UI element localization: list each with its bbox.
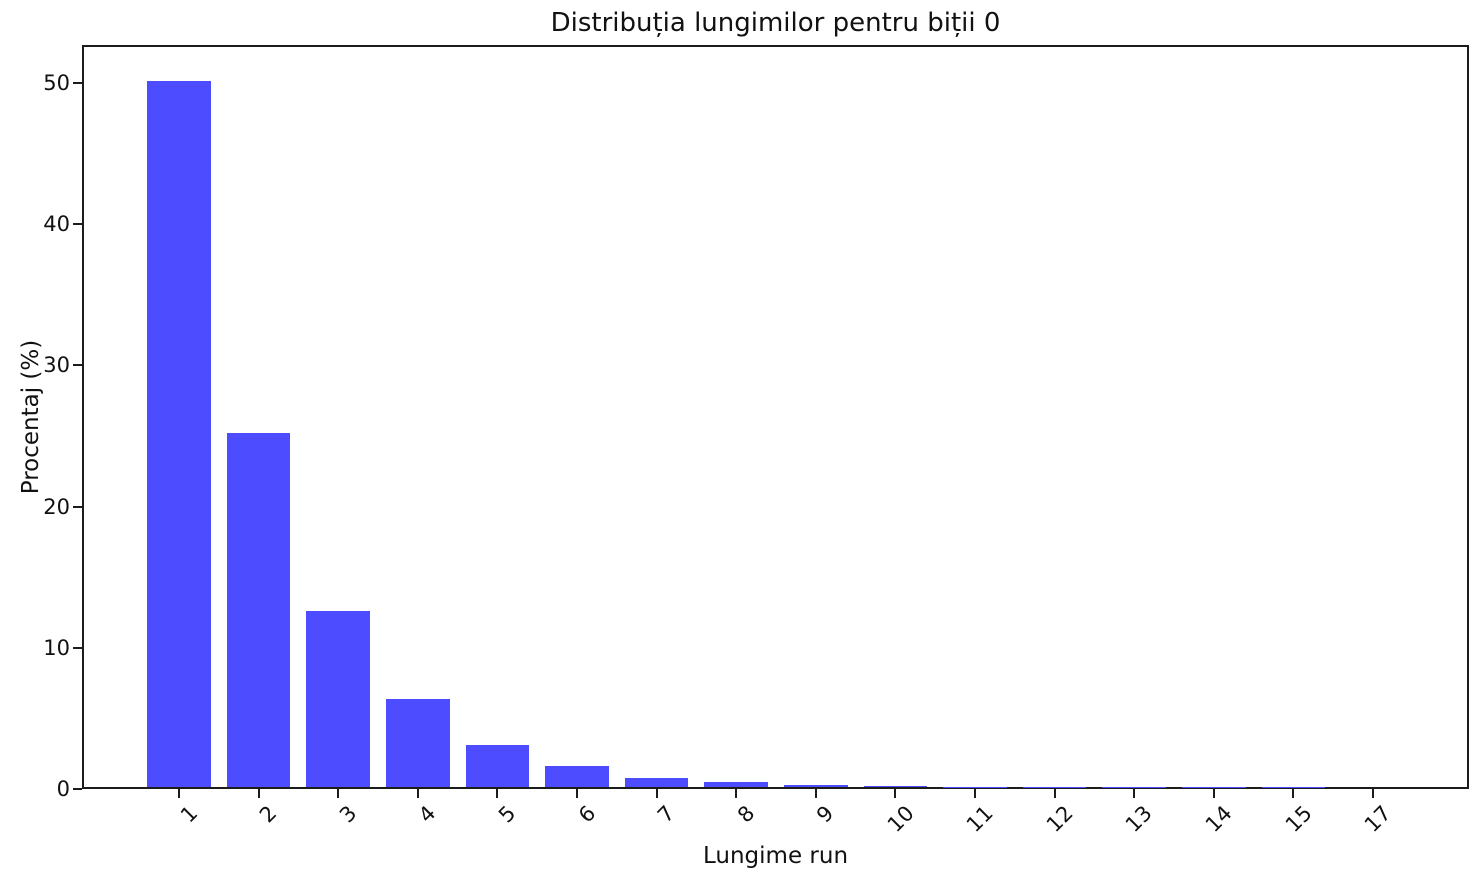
bar-10 [863,786,928,787]
y-tick-mark [73,788,82,790]
chart-title: Distribuția lungimilor pentru biții 0 [550,8,1001,38]
bar-5 [465,744,530,787]
x-tick-mark [1133,789,1136,798]
x-tick-mark [655,789,658,798]
x-tick-mark [1053,789,1056,798]
x-tick-label: 14 [1200,801,1237,837]
x-tick-mark [178,789,180,798]
bar-1 [147,81,211,787]
y-tick-label: 10 [43,635,70,660]
x-tick-label: 2 [255,801,282,828]
bar-9 [783,784,848,787]
x-tick-mark [257,789,260,798]
x-tick-label: 17 [1360,801,1396,837]
x-tick-label: 3 [334,801,362,828]
y-tick-label: 20 [43,494,70,519]
x-tick-label: 9 [812,801,839,828]
bar-7 [624,777,689,787]
bar-2 [226,432,291,787]
bar-8 [704,782,769,787]
x-tick-label: 15 [1280,801,1317,837]
x-tick-mark [894,789,897,798]
y-tick-mark [73,223,82,226]
y-tick-mark [73,646,82,649]
y-tick-mark [73,364,82,367]
y-tick-label: 0 [56,777,70,801]
x-tick-label: 7 [653,801,680,828]
x-tick-label: 6 [573,801,600,828]
x-tick-mark [1212,789,1215,798]
bar-3 [306,610,371,787]
x-tick-mark [416,789,419,798]
x-tick-mark [1372,789,1374,798]
x-tick-label: 10 [882,801,919,837]
bar-6 [545,765,609,787]
y-axis-label: Procentaj (%) [18,339,44,495]
x-axis-label: Lungime run [702,843,849,869]
x-tick-label: 5 [493,801,521,828]
x-tick-label: 13 [1121,801,1158,837]
x-tick-mark [974,789,976,798]
x-tick-label: 12 [1041,801,1078,837]
y-tick-mark [73,82,82,85]
x-tick-mark [814,789,817,798]
x-tick-label: 8 [732,801,760,828]
x-tick-mark [576,789,578,798]
x-tick-mark [496,789,499,798]
y-tick-label: 30 [43,353,70,378]
x-tick-label: 11 [962,801,998,837]
x-tick-mark [337,789,340,798]
x-tick-label: 1 [175,801,202,828]
y-tick-mark [73,505,82,508]
bar-4 [385,699,450,787]
x-tick-label: 4 [414,801,441,828]
plot-area [82,45,1469,789]
y-tick-label: 50 [43,71,70,96]
x-tick-mark [735,789,738,798]
x-tick-mark [1292,789,1295,798]
y-tick-label: 40 [43,212,70,237]
